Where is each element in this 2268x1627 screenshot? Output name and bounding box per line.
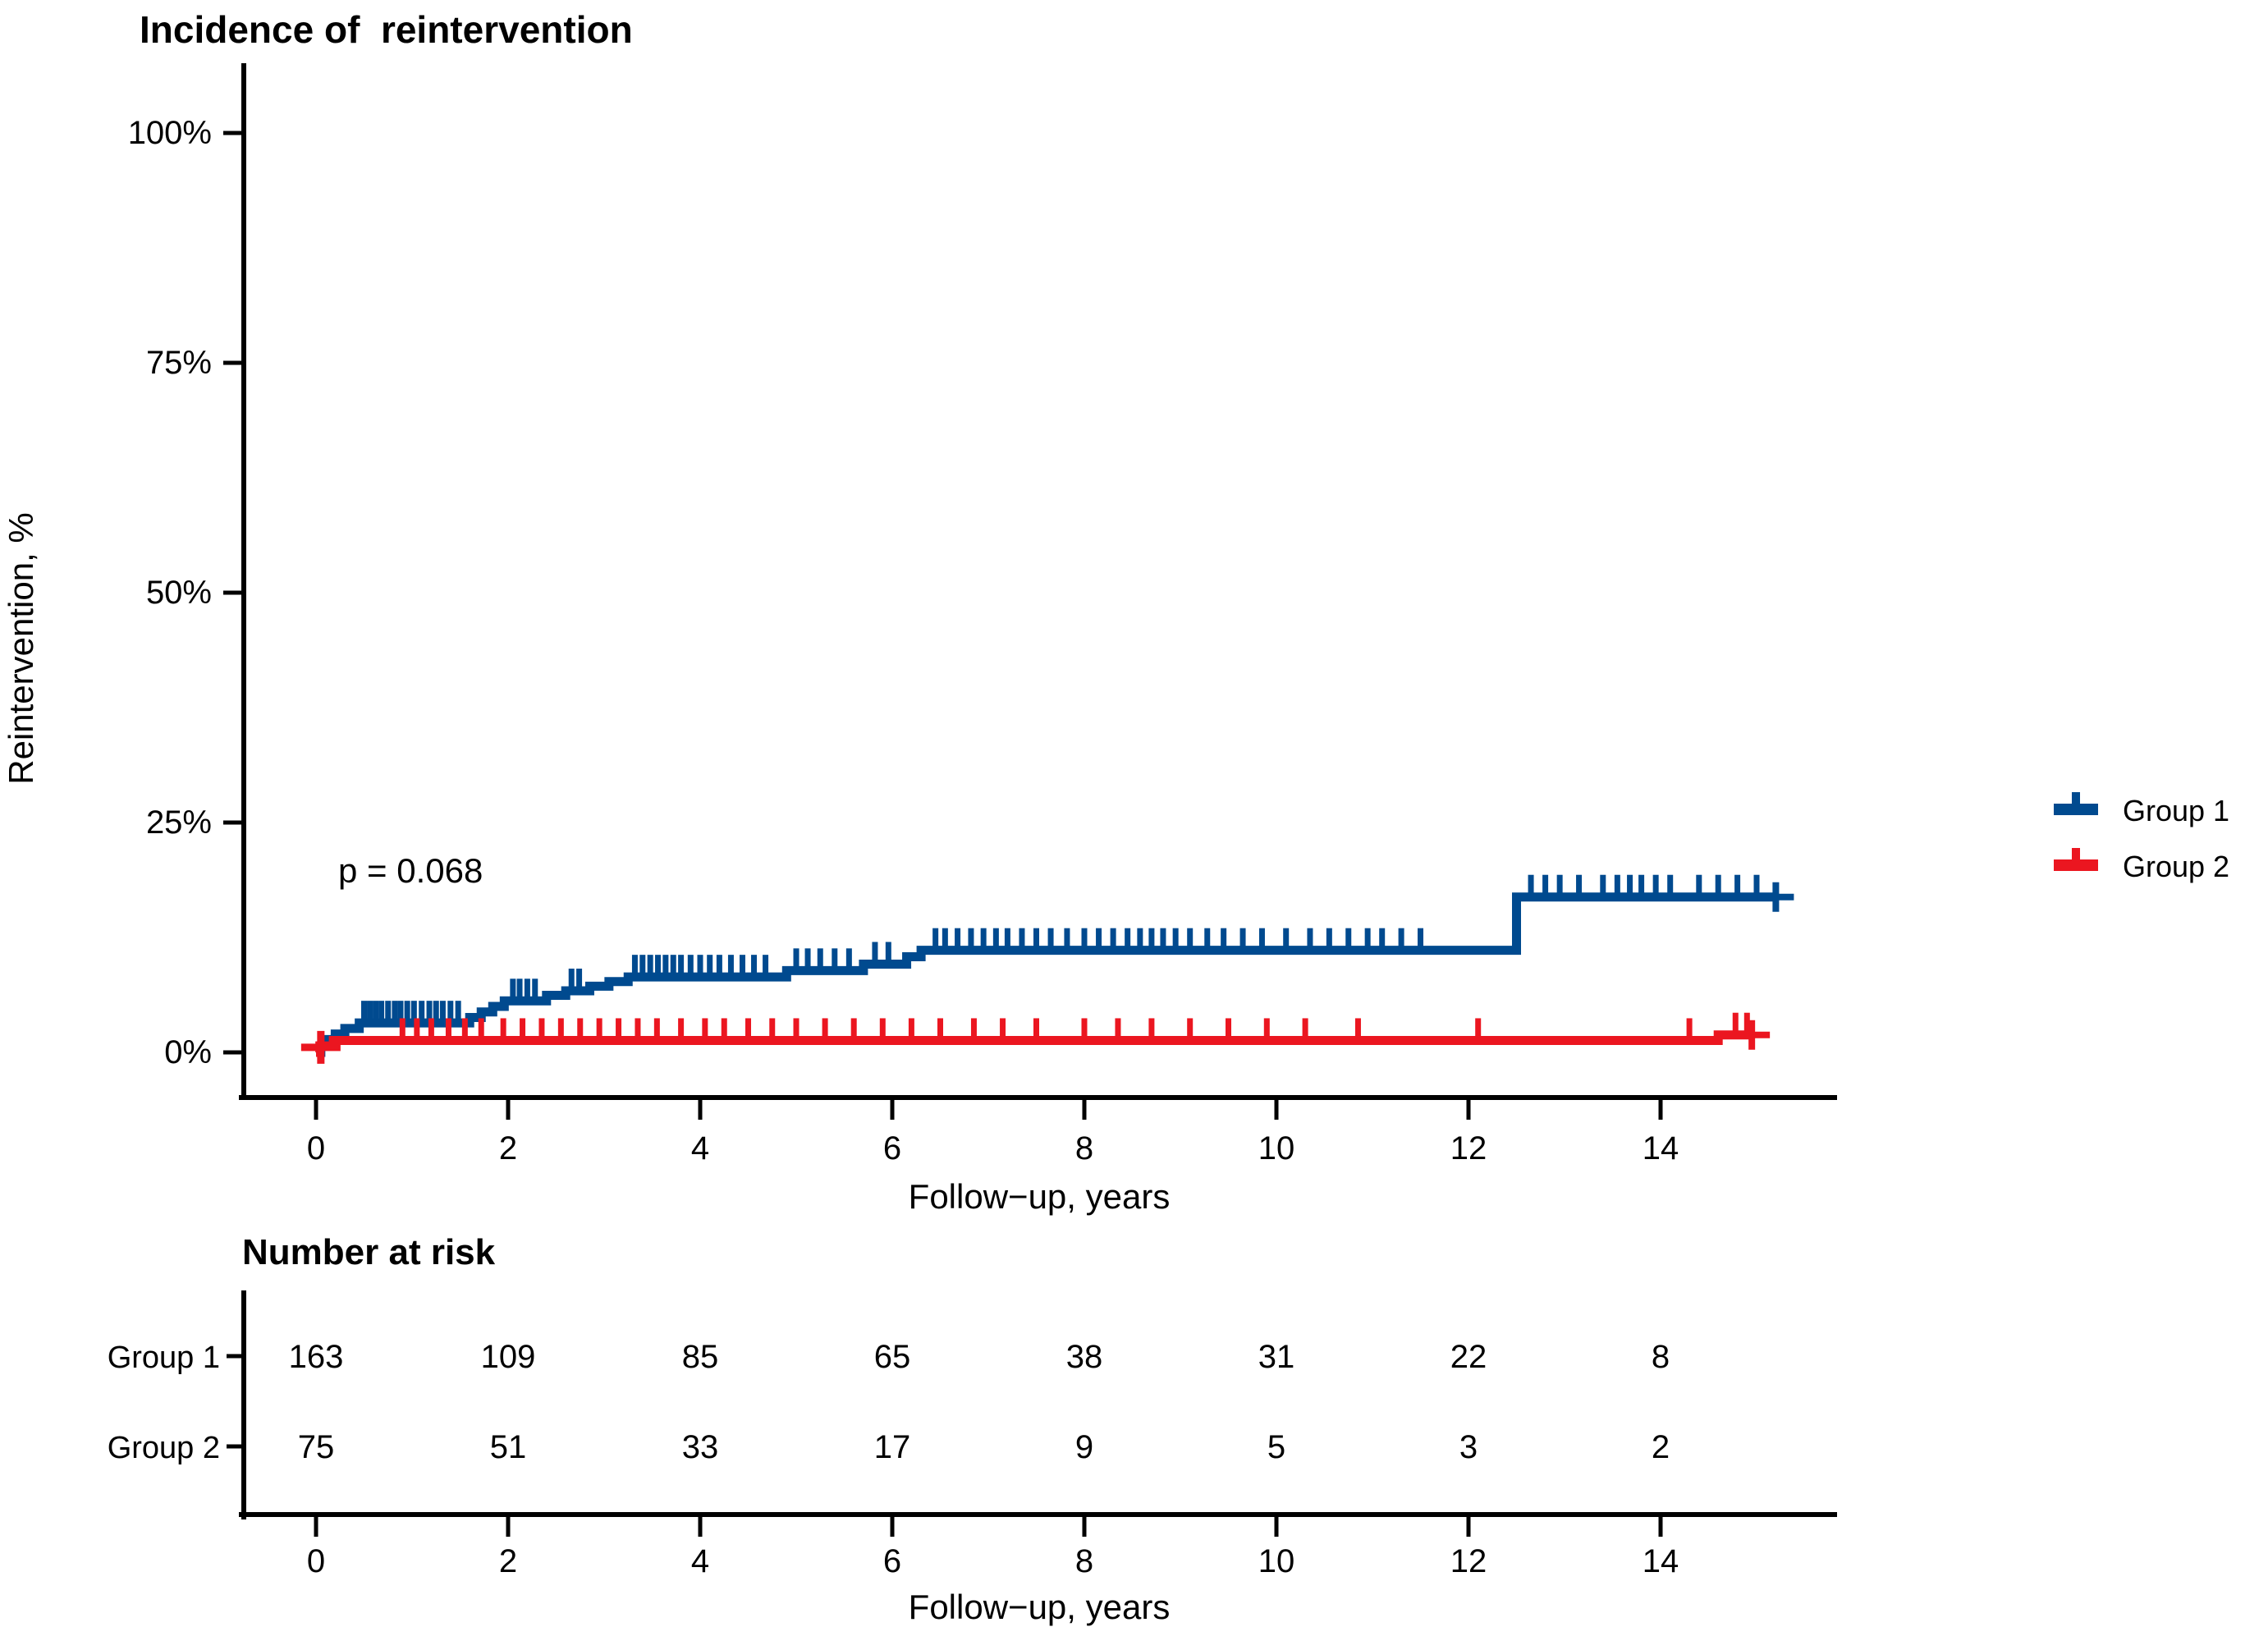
x-tick-label: 14 <box>1643 1130 1679 1166</box>
risk-x-tick-label: 14 <box>1643 1543 1679 1579</box>
risk-x-tick-label: 4 <box>691 1543 709 1579</box>
x-axis-title: Follow−up, years <box>909 1177 1171 1216</box>
y-tick-label: 100% <box>128 115 212 151</box>
curve-group-2 <box>315 1030 1753 1057</box>
risk-value: 109 <box>481 1339 536 1375</box>
y-tick-label: 0% <box>164 1034 212 1070</box>
x-tick-label: 12 <box>1450 1130 1487 1166</box>
risk-value: 3 <box>1459 1429 1478 1465</box>
x-axis-ticks: 0 2 4 6 8 10 12 14 <box>307 1100 1679 1166</box>
risk-value: 75 <box>298 1429 335 1465</box>
curve-group-1 <box>316 892 1776 1057</box>
risk-value: 17 <box>874 1429 911 1465</box>
risk-value: 22 <box>1450 1339 1487 1375</box>
survival-curves <box>300 874 1794 1064</box>
x-tick-label: 0 <box>307 1130 325 1166</box>
legend-key-group1 <box>2054 804 2098 815</box>
risk-value: 2 <box>1652 1429 1670 1465</box>
risk-x-tick-label: 12 <box>1450 1543 1487 1579</box>
y-tick-label: 75% <box>146 345 212 381</box>
risk-x-tick-label: 10 <box>1258 1543 1295 1579</box>
y-tick-label: 50% <box>146 575 212 611</box>
legend-key-group2-censor-tick <box>2072 848 2080 859</box>
risk-value: 33 <box>682 1429 719 1465</box>
risk-x-tick-label: 2 <box>499 1543 517 1579</box>
risk-value: 5 <box>1267 1429 1285 1465</box>
x-tick-label: 6 <box>883 1130 901 1166</box>
x-tick-label: 10 <box>1258 1130 1295 1166</box>
legend-key-group1-censor-tick <box>2072 792 2080 804</box>
risk-row-label-group2: Group 2 <box>108 1431 220 1465</box>
legend: Group 1 Group 2 <box>2054 792 2229 883</box>
risk-value: 51 <box>490 1429 527 1465</box>
x-tick-label: 4 <box>691 1130 709 1166</box>
legend-label-group2: Group 2 <box>2123 850 2229 883</box>
risk-x-tick-label: 8 <box>1075 1543 1093 1579</box>
risk-value: 8 <box>1652 1339 1670 1375</box>
risk-row-label-group1: Group 1 <box>108 1341 220 1375</box>
x-tick-label: 8 <box>1075 1130 1093 1166</box>
x-tick-label: 2 <box>499 1130 517 1166</box>
risk-table-x-ticks: 0 2 4 6 8 10 12 14 <box>307 1517 1679 1579</box>
risk-value: 38 <box>1066 1339 1103 1375</box>
risk-x-tick-label: 6 <box>883 1543 901 1579</box>
legend-key-group2 <box>2054 859 2098 871</box>
risk-table-values: 163 109 85 65 38 31 22 8 75 51 33 17 9 5 3 2 <box>289 1339 1670 1465</box>
legend-label-group1: Group 1 <box>2123 794 2229 827</box>
risk-table-title: Number at risk <box>242 1232 496 1272</box>
y-tick-label: 25% <box>146 804 212 841</box>
risk-value: 31 <box>1258 1339 1295 1375</box>
risk-x-tick-label: 0 <box>307 1543 325 1579</box>
number-at-risk-table: Number at risk 0 2 4 6 8 10 12 14 Group 1 Group… <box>108 1232 1837 1626</box>
y-axis-ticks: 0% 25% 50% 75% 100% <box>128 115 243 1070</box>
risk-value: 85 <box>682 1339 719 1375</box>
p-value-annotation: p = 0.068 <box>338 851 483 890</box>
risk-value: 163 <box>289 1339 344 1375</box>
chart-title: Incidence of reintervention <box>140 8 633 51</box>
risk-value: 9 <box>1075 1429 1093 1465</box>
risk-table-x-axis-title: Follow−up, years <box>909 1588 1171 1626</box>
risk-value: 65 <box>874 1339 911 1375</box>
y-axis-title: Reintervention, % <box>2 512 40 785</box>
